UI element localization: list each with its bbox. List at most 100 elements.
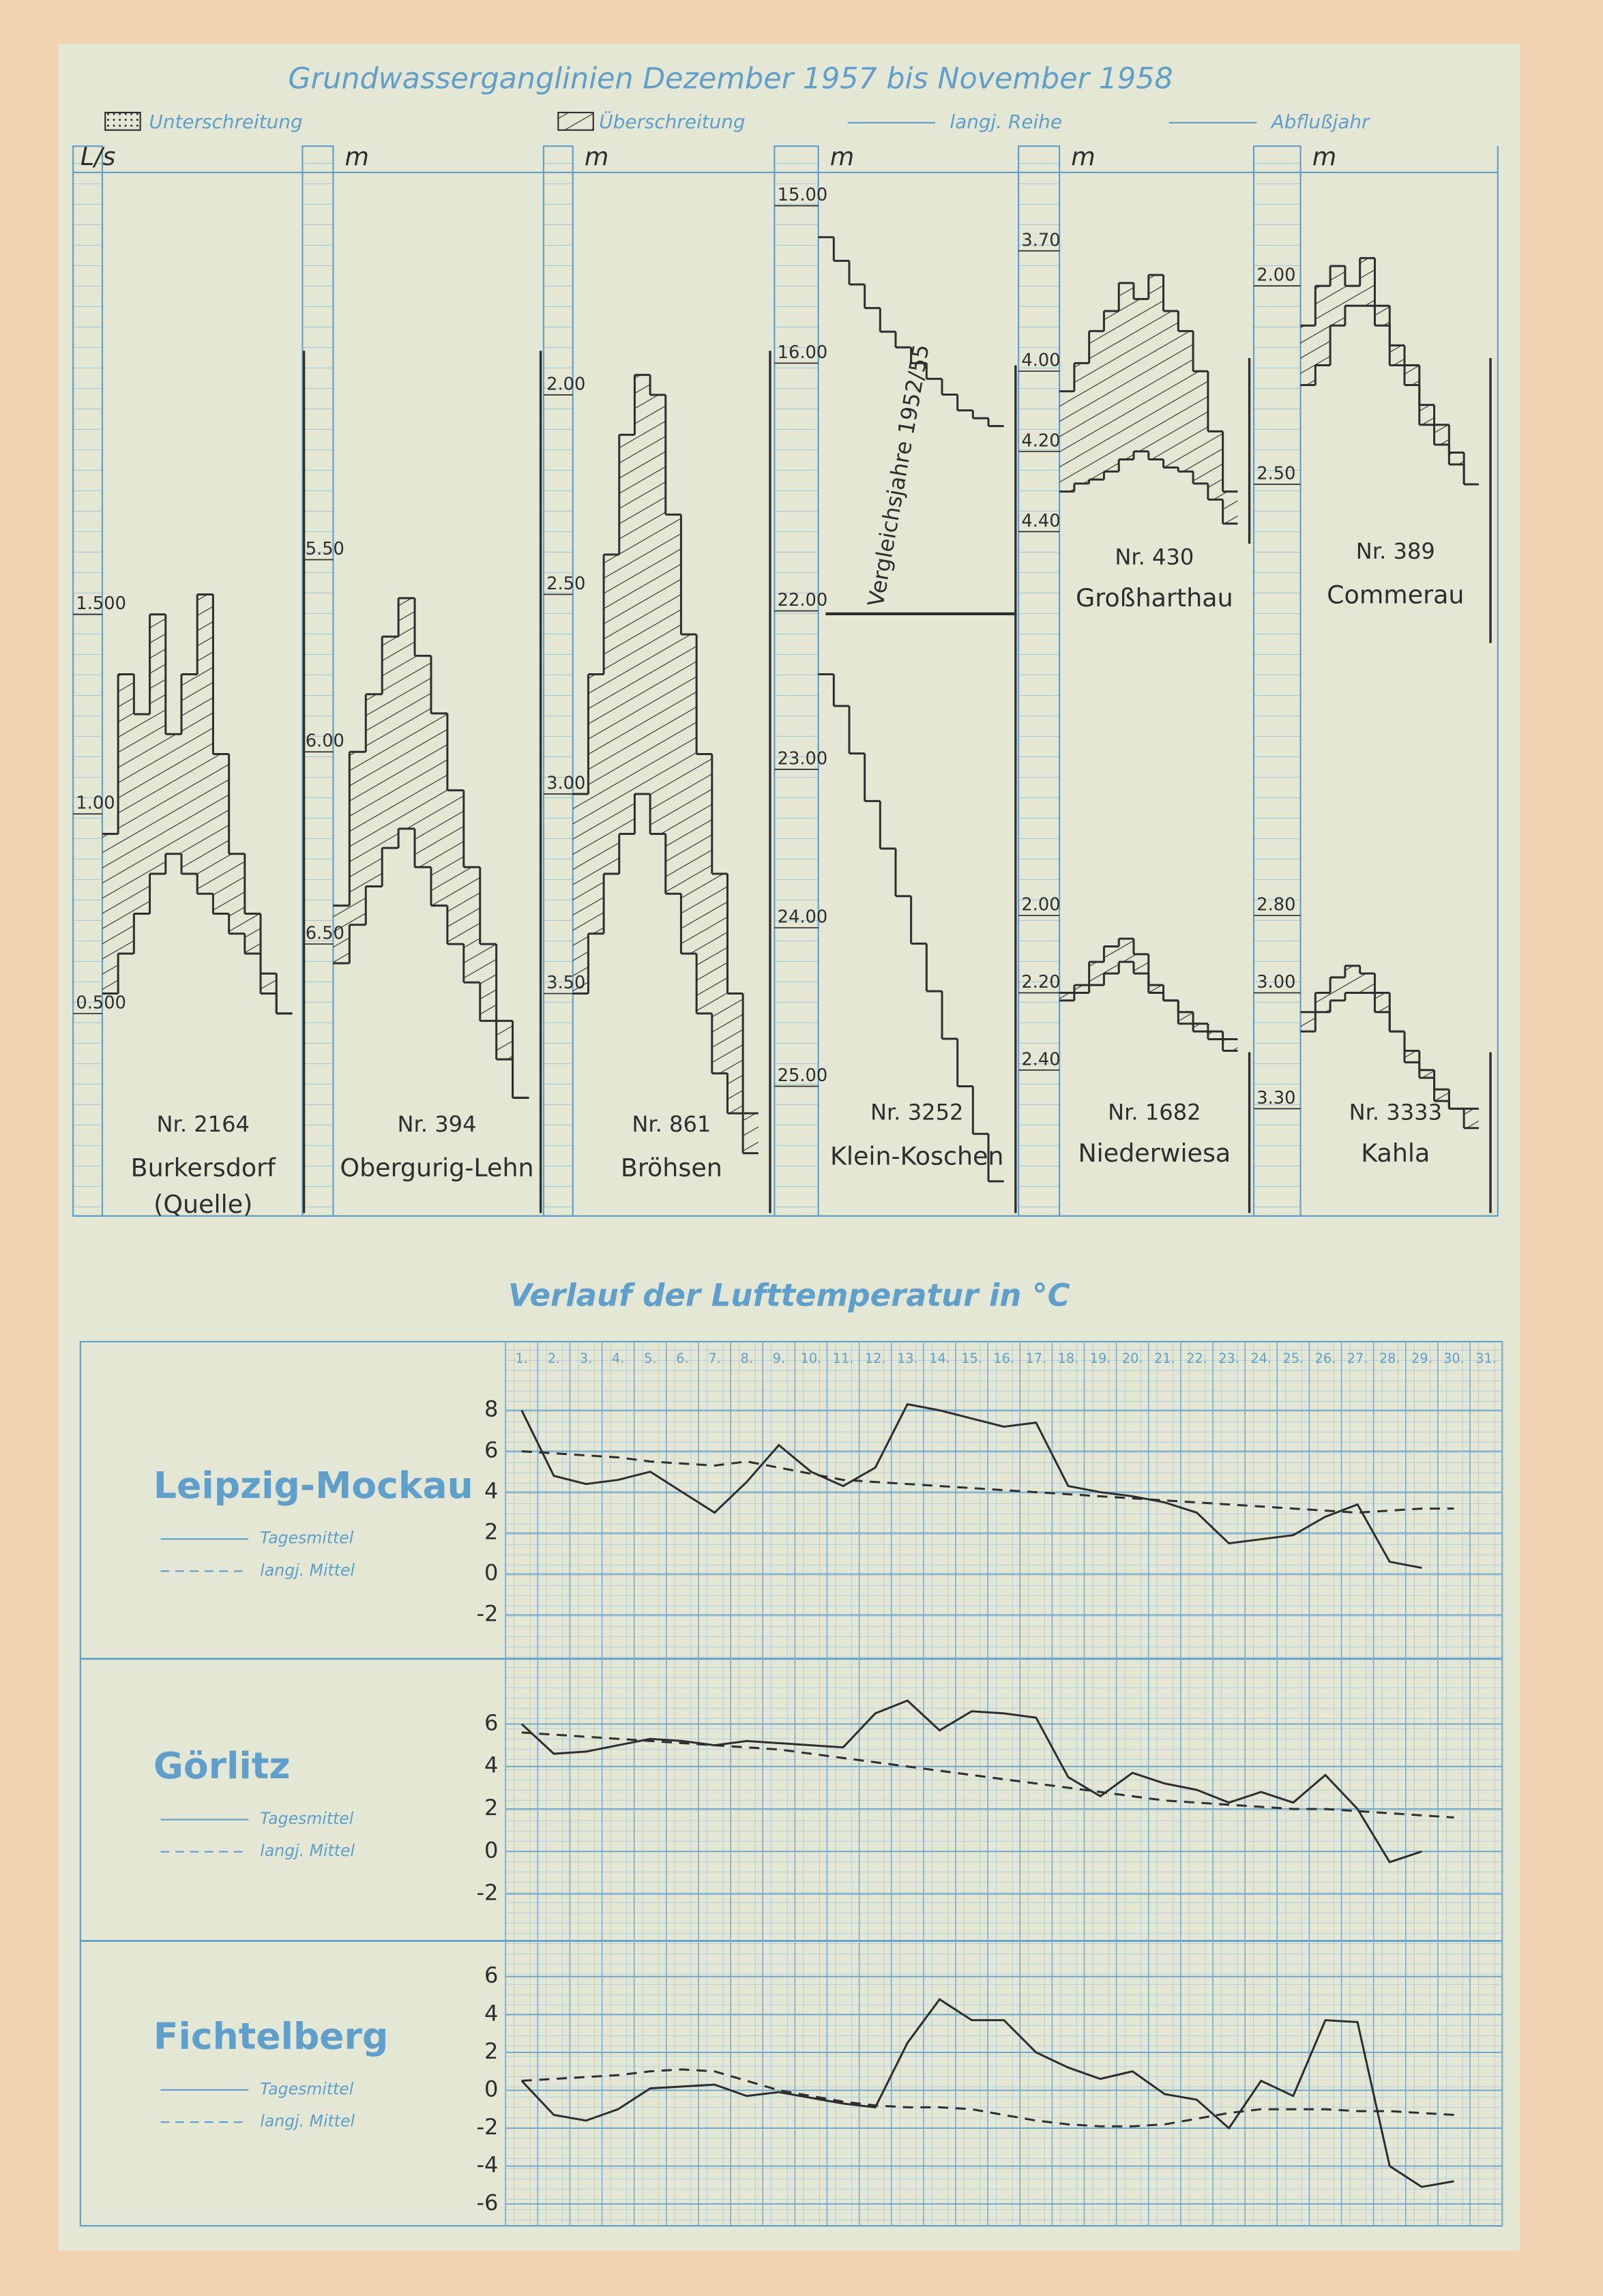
y-tick-label: 4 bbox=[484, 1752, 498, 1778]
y-tick-label: 4.40 bbox=[1021, 511, 1060, 531]
legend-label: Tagesmittel bbox=[260, 2079, 353, 2098]
temperature-line bbox=[521, 1731, 1454, 1819]
unit-label: m bbox=[585, 142, 608, 171]
x-tick-label: 14. bbox=[929, 1351, 950, 1366]
axis-strip bbox=[72, 145, 104, 1217]
x-tick-label: 9. bbox=[773, 1351, 785, 1366]
x-tick-label: 16. bbox=[993, 1351, 1014, 1366]
temperature-line bbox=[520, 1402, 1422, 1570]
temperature-line bbox=[520, 1699, 1422, 1864]
station-number: Nr. 2164 bbox=[157, 1111, 250, 1137]
station-name: Großharthau bbox=[1076, 583, 1233, 613]
station-number: Nr. 394 bbox=[398, 1111, 477, 1137]
x-tick-label: 12. bbox=[865, 1351, 886, 1366]
station-name: Obergurig-Lehn bbox=[340, 1153, 533, 1183]
unit-label: L/s bbox=[80, 142, 116, 171]
y-tick-label: 4.00 bbox=[1021, 351, 1060, 371]
x-tick-label: 15. bbox=[961, 1351, 982, 1366]
legend-swatch bbox=[557, 111, 594, 131]
x-tick-label: 1. bbox=[516, 1351, 528, 1366]
x-tick-label: 8. bbox=[740, 1351, 752, 1366]
legend-label: langj. Mittel bbox=[260, 1841, 355, 1860]
y-tick-label: 0 bbox=[484, 1560, 498, 1586]
y-tick-label: 3.70 bbox=[1021, 230, 1060, 250]
y-tick-label: 23.00 bbox=[778, 748, 828, 769]
title: Grundwasserganglinien Dezember 1957 bis … bbox=[288, 61, 1173, 95]
legend-label: langj. Reihe bbox=[950, 111, 1062, 133]
x-tick-label: 6. bbox=[676, 1351, 688, 1366]
x-tick-label: 28. bbox=[1379, 1351, 1400, 1366]
y-tick-label: 2.00 bbox=[546, 374, 585, 394]
x-tick-label: 18. bbox=[1058, 1351, 1079, 1366]
y-tick-label: 8 bbox=[484, 1396, 498, 1422]
y-tick-label: 4 bbox=[484, 2000, 498, 2026]
y-tick-label: 6 bbox=[484, 1962, 498, 1988]
x-tick-label: 5. bbox=[644, 1351, 656, 1366]
y-tick-label: 22.00 bbox=[778, 590, 828, 610]
x-tick-label: 31. bbox=[1475, 1351, 1497, 1366]
station-name: Leipzig-Mockau bbox=[153, 1464, 473, 1507]
station-number: Nr. 389 bbox=[1356, 538, 1435, 564]
axis-strip bbox=[1252, 145, 1301, 1217]
y-tick-label: 2 bbox=[484, 2038, 498, 2064]
legend-label: langj. Mittel bbox=[260, 1561, 355, 1580]
x-tick-label: 17. bbox=[1026, 1351, 1047, 1366]
legend-swatch bbox=[104, 111, 141, 131]
x-tick-label: 26. bbox=[1315, 1351, 1336, 1366]
y-tick-label: 4.20 bbox=[1021, 430, 1060, 451]
x-tick-label: 30. bbox=[1443, 1351, 1465, 1366]
y-tick-label: 2.50 bbox=[1256, 464, 1295, 484]
y-tick-label: 3.00 bbox=[546, 774, 585, 794]
x-tick-label: 11. bbox=[833, 1351, 854, 1366]
station-name: Kahla bbox=[1361, 1138, 1430, 1168]
y-tick-label: 3.30 bbox=[1256, 1088, 1295, 1108]
unit-label: m bbox=[830, 142, 854, 171]
y-tick-label: 6 bbox=[484, 1709, 498, 1735]
x-tick-label: 25. bbox=[1283, 1351, 1304, 1366]
y-tick-label: -4 bbox=[476, 2152, 498, 2178]
axis-strip bbox=[774, 145, 819, 1217]
y-tick-label: -6 bbox=[476, 2190, 498, 2216]
x-tick-label: 20. bbox=[1122, 1351, 1143, 1366]
legend-label: Unterschreitung bbox=[149, 111, 303, 133]
x-tick-label: 3. bbox=[580, 1351, 592, 1366]
y-tick-label: -2 bbox=[476, 2114, 498, 2140]
y-tick-label: 2.00 bbox=[1256, 265, 1295, 286]
unit-label: m bbox=[345, 142, 369, 171]
axis-strip bbox=[542, 145, 574, 1217]
x-tick-label: 21. bbox=[1154, 1351, 1175, 1366]
y-tick-label: 2.50 bbox=[546, 574, 585, 594]
station-name: Klein-Koschen bbox=[830, 1141, 1004, 1171]
x-tick-label: 2. bbox=[548, 1351, 560, 1366]
unit-label: m bbox=[1071, 142, 1095, 171]
y-tick-label: 4 bbox=[484, 1478, 498, 1504]
y-tick-label: 3.00 bbox=[1256, 972, 1295, 992]
y-tick-label: 2.80 bbox=[1256, 895, 1295, 915]
station-number: Nr. 3333 bbox=[1349, 1100, 1442, 1125]
y-tick-label: 6 bbox=[484, 1437, 498, 1463]
legend-label: Tagesmittel bbox=[260, 1809, 353, 1828]
station-number: Nr. 1682 bbox=[1108, 1100, 1201, 1125]
x-tick-label: 13. bbox=[897, 1351, 918, 1366]
y-tick-label: 5.50 bbox=[306, 539, 344, 559]
station-number: Nr. 3252 bbox=[870, 1100, 963, 1125]
x-tick-label: 29. bbox=[1411, 1351, 1432, 1366]
y-tick-label: 16.00 bbox=[778, 342, 828, 363]
y-tick-label: 0 bbox=[484, 2076, 498, 2102]
temperature-grid bbox=[505, 1341, 1503, 2227]
axis-strip bbox=[1018, 145, 1061, 1217]
x-tick-label: 22. bbox=[1186, 1351, 1207, 1366]
station-number: Nr. 430 bbox=[1115, 544, 1194, 570]
legend-label: Tagesmittel bbox=[260, 1529, 353, 1548]
y-tick-label: 25.00 bbox=[778, 1065, 828, 1086]
y-tick-label: 0 bbox=[484, 1837, 498, 1863]
y-tick-label: 15.00 bbox=[778, 185, 828, 205]
y-tick-label: 24.00 bbox=[778, 907, 828, 928]
station-name: Fichtelberg bbox=[153, 2015, 388, 2058]
y-tick-label: 2 bbox=[484, 1795, 498, 1821]
y-tick-label: 6.00 bbox=[306, 731, 344, 752]
y-tick-label: 2.00 bbox=[1021, 895, 1060, 915]
x-tick-label: 7. bbox=[708, 1351, 720, 1366]
